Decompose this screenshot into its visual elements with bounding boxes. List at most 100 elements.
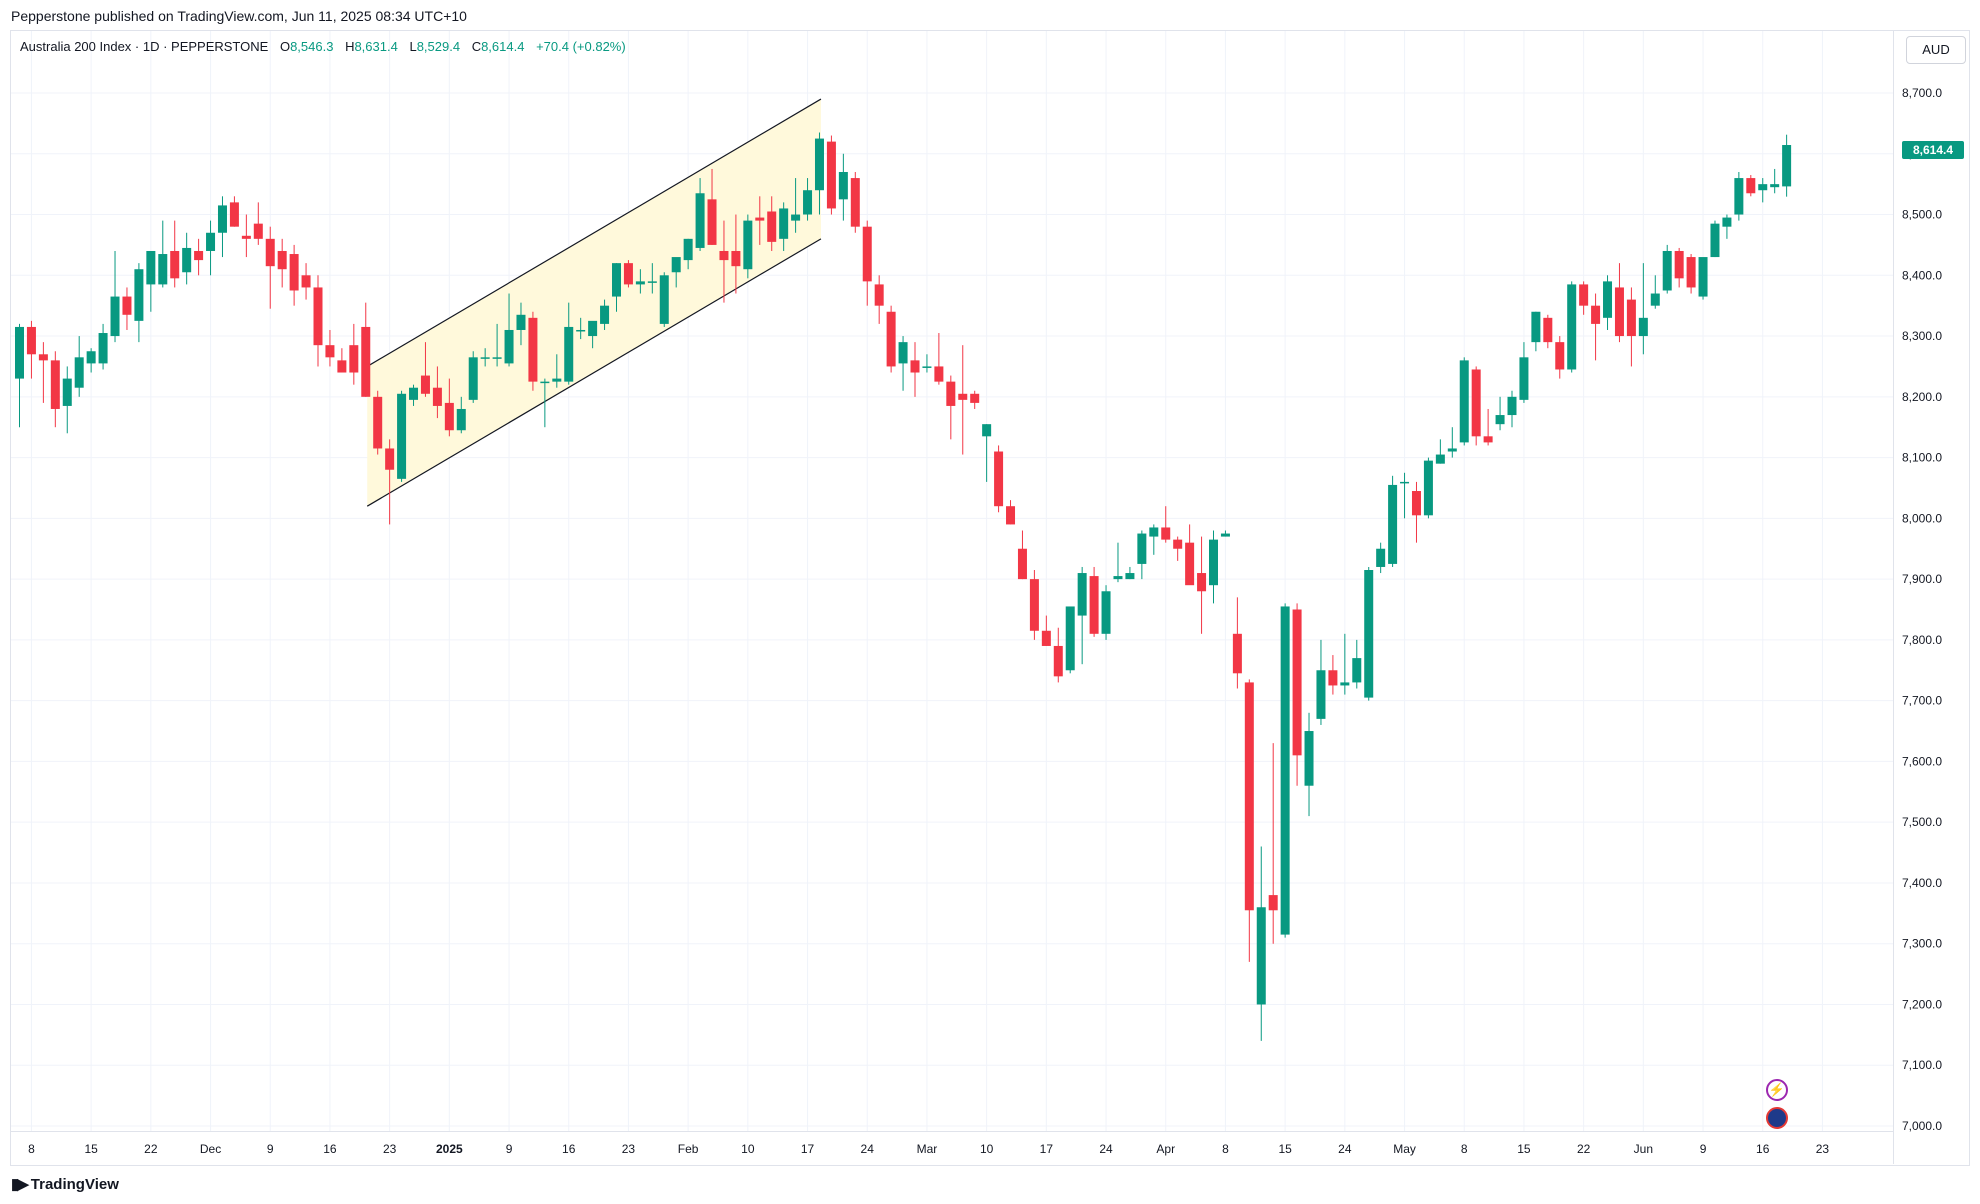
candle [182, 232, 192, 285]
candle-body [564, 326, 574, 382]
candle [1782, 134, 1792, 197]
candle-body [1734, 178, 1744, 215]
candle-body [1256, 907, 1266, 1005]
candle [1244, 679, 1254, 962]
australia-flag-icon[interactable] [1766, 1107, 1788, 1129]
tradingview-logo[interactable]: ▮▶ TradingView [11, 1175, 119, 1194]
candle-body [1698, 257, 1708, 297]
candle-body [217, 205, 227, 233]
candle-body [504, 329, 514, 364]
time-tick-label: 15 [1517, 1142, 1531, 1156]
candle [1125, 566, 1135, 580]
candle-body [1006, 506, 1016, 525]
time-tick-label: 24 [861, 1142, 875, 1156]
candle-body [814, 138, 824, 191]
candle [480, 348, 490, 367]
candle-body [779, 208, 789, 239]
time-tick-label: 22 [1577, 1142, 1591, 1156]
currency-button[interactable]: AUD [1906, 36, 1966, 64]
candle-body [1483, 436, 1493, 443]
candle [1734, 171, 1744, 221]
candle-body [1447, 448, 1457, 452]
lightning-icon[interactable]: ⚡ [1766, 1079, 1788, 1101]
candle [26, 320, 36, 379]
candle [862, 220, 872, 306]
candle [1471, 366, 1481, 446]
candle-body [1209, 539, 1218, 586]
candle-body [1758, 184, 1768, 191]
candle-body [528, 317, 538, 382]
candle-body [206, 232, 216, 251]
candle [1197, 536, 1207, 634]
time-tick-label: 15 [84, 1142, 98, 1156]
candle [814, 132, 824, 215]
candle-body [1531, 311, 1541, 343]
last-price-tag: 8,614.4 [1902, 141, 1964, 159]
candle [1280, 603, 1290, 938]
candle-body [1782, 145, 1792, 187]
channel-upper-line [366, 98, 822, 367]
candle [325, 329, 335, 367]
candle [647, 263, 657, 294]
price-tick-label: 7,400.0 [1902, 876, 1942, 890]
candle [313, 275, 323, 367]
candle [1065, 606, 1075, 674]
candle [15, 323, 24, 428]
candle-body [791, 214, 801, 221]
candle-body [576, 329, 586, 332]
candle-body [862, 226, 872, 282]
candle [241, 214, 251, 258]
candle [1173, 536, 1183, 561]
candle-body [1603, 281, 1613, 318]
candle [826, 135, 836, 215]
candle [1447, 427, 1457, 458]
price-axis[interactable] [1893, 30, 1970, 1164]
price-tick-label: 8,500.0 [1902, 208, 1942, 222]
candle-body [826, 141, 836, 209]
candle-body [1137, 533, 1147, 564]
candle [301, 263, 311, 300]
candle [731, 214, 741, 294]
candle-body [1710, 223, 1720, 258]
candle [1591, 293, 1601, 361]
symbol-title[interactable]: Australia 200 Index · 1D · PEPPERSTONE [20, 39, 269, 54]
candle-body [1591, 305, 1601, 324]
candle [1017, 530, 1027, 580]
candle [623, 260, 633, 288]
candle-body [850, 178, 860, 227]
candle-body [277, 250, 287, 270]
candle [134, 263, 144, 343]
candle-body [194, 250, 204, 261]
candle-body [1173, 539, 1183, 549]
publisher-line: Pepperstone published on TradingView.com… [11, 8, 467, 24]
candle-body [301, 275, 311, 288]
candle [838, 153, 848, 221]
time-tick-label: 16 [323, 1142, 337, 1156]
candle [994, 445, 1004, 513]
candle [1101, 585, 1111, 640]
time-tick-label: 23 [1816, 1142, 1830, 1156]
candle [958, 345, 968, 455]
candle-body [1614, 287, 1624, 337]
time-axis[interactable] [10, 1131, 1893, 1165]
candle [1423, 457, 1433, 519]
candle [158, 220, 168, 288]
candle-body [1101, 591, 1111, 634]
candle [456, 396, 466, 434]
price-tick-label: 7,500.0 [1902, 815, 1942, 829]
candle [253, 202, 263, 245]
candle [194, 238, 204, 276]
candle-body [62, 378, 72, 406]
candle [1435, 439, 1445, 464]
candle [540, 378, 550, 428]
chart-frame [10, 30, 1970, 1166]
candle [946, 375, 956, 440]
candle-body [1304, 731, 1314, 786]
candle [707, 168, 717, 245]
candle [600, 299, 610, 330]
candle-body [1746, 178, 1756, 194]
candle [110, 250, 120, 343]
candle-body [1662, 250, 1672, 291]
candle [1758, 178, 1768, 203]
